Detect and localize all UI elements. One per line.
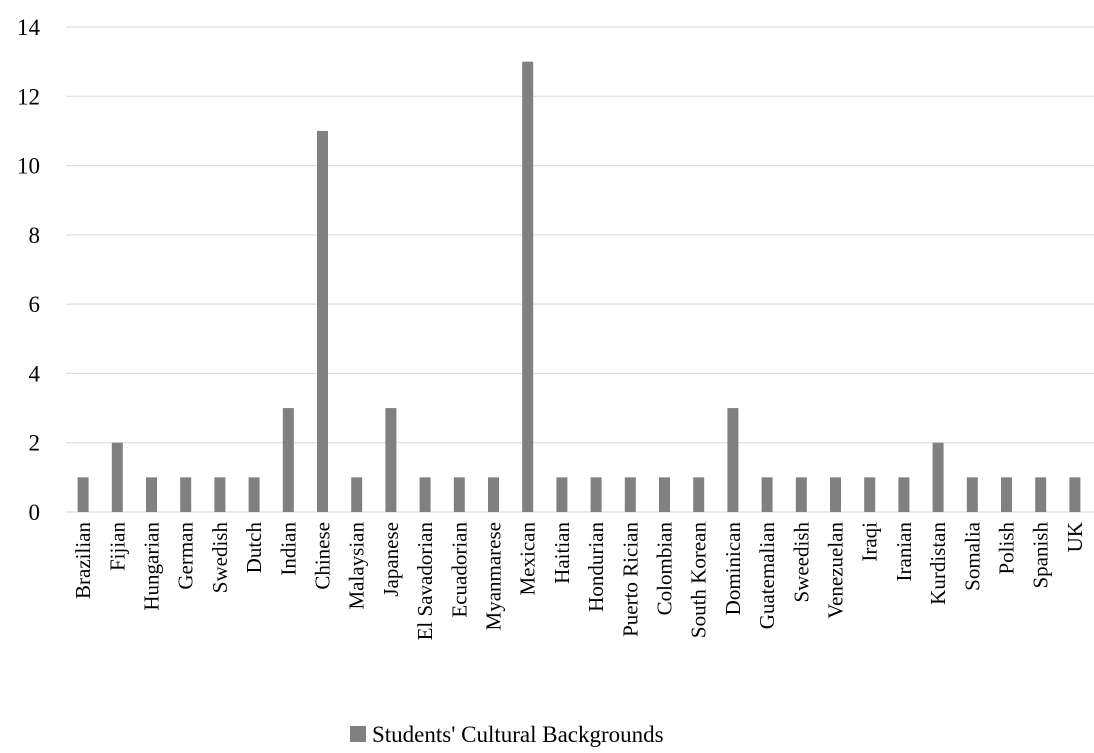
x-category-label: Swedish (208, 522, 232, 594)
legend-label: Students' Cultural Backgrounds (372, 722, 664, 747)
y-tick-label: 0 (29, 500, 41, 525)
bar (522, 61, 534, 513)
y-axis-tick-labels: 0 2 4 6 8 10 12 14 (17, 15, 41, 525)
bar (248, 477, 260, 512)
bar (898, 477, 910, 512)
bar (624, 477, 636, 512)
bar (180, 477, 192, 512)
x-category-label: Hondurian (584, 522, 608, 612)
bar (966, 477, 978, 512)
y-tick-label: 8 (29, 223, 41, 248)
x-category-label: Ecuadorian (447, 522, 471, 618)
x-category-label: Spanish (1029, 522, 1053, 589)
x-category-label: Hungarian (140, 522, 164, 611)
x-category-label: Sweedish (789, 522, 813, 603)
y-tick-label: 2 (29, 431, 41, 456)
bars (77, 61, 1081, 513)
bar (590, 477, 602, 512)
x-category-label: Polish (995, 522, 1019, 575)
bar (932, 442, 944, 512)
x-category-label: Iranian (892, 522, 916, 582)
bar (1069, 477, 1081, 512)
bar (351, 477, 363, 512)
bar (77, 477, 89, 512)
y-tick-label: 4 (29, 361, 41, 386)
bar (727, 408, 739, 512)
x-category-label: Somalia (960, 521, 984, 591)
bar (761, 477, 773, 512)
bar (146, 477, 157, 512)
bar (693, 477, 705, 512)
x-category-label: Brazilian (71, 522, 95, 599)
bar (419, 477, 431, 512)
bar (1001, 477, 1012, 512)
bar (214, 477, 226, 512)
x-category-label: Puerto Rician (618, 522, 642, 637)
x-category-label: Indian (276, 522, 300, 576)
x-category-label: Venezuelan (824, 522, 848, 619)
x-category-label: Iraqi (858, 522, 882, 562)
x-category-label: El Savadorian (413, 522, 437, 641)
x-category-label: Mexican (516, 522, 540, 596)
bar (488, 477, 499, 512)
x-category-label: Myanmarese (482, 522, 506, 630)
bar (556, 477, 568, 512)
x-category-label: Chinese (311, 522, 335, 590)
x-category-label: Dominican (721, 522, 745, 616)
y-tick-label: 14 (17, 15, 41, 40)
bar (385, 408, 397, 512)
bar (795, 477, 807, 512)
x-category-label: Fijian (105, 522, 129, 572)
legend-swatch (350, 726, 366, 742)
y-tick-label: 10 (17, 154, 40, 179)
y-tick-label: 12 (17, 84, 40, 109)
bar (317, 130, 328, 512)
x-category-label: Dutch (242, 522, 266, 574)
bar (659, 477, 670, 512)
x-category-label: German (174, 522, 198, 590)
bar (830, 477, 841, 512)
bar (453, 477, 465, 512)
x-category-label: Japanese (379, 522, 403, 597)
bar (1035, 477, 1047, 512)
x-category-label: Colombian (653, 522, 677, 616)
gridlines (66, 26, 1094, 513)
bar (282, 408, 294, 512)
x-category-label: Malaysian (345, 522, 369, 610)
bar (111, 442, 123, 512)
x-category-label: Haitian (550, 522, 574, 584)
y-tick-label: 6 (29, 292, 41, 317)
x-category-label: South Korean (687, 522, 711, 639)
x-category-label: Guatemalian (755, 522, 779, 630)
x-category-label: UK (1063, 522, 1087, 552)
legend: Students' Cultural Backgrounds (350, 722, 664, 747)
x-category-label: Kurdistan (926, 522, 950, 605)
bar (864, 477, 876, 512)
x-axis-category-labels: Brazilian Fijian Hungarian German Swedish Dut… (71, 521, 1087, 641)
